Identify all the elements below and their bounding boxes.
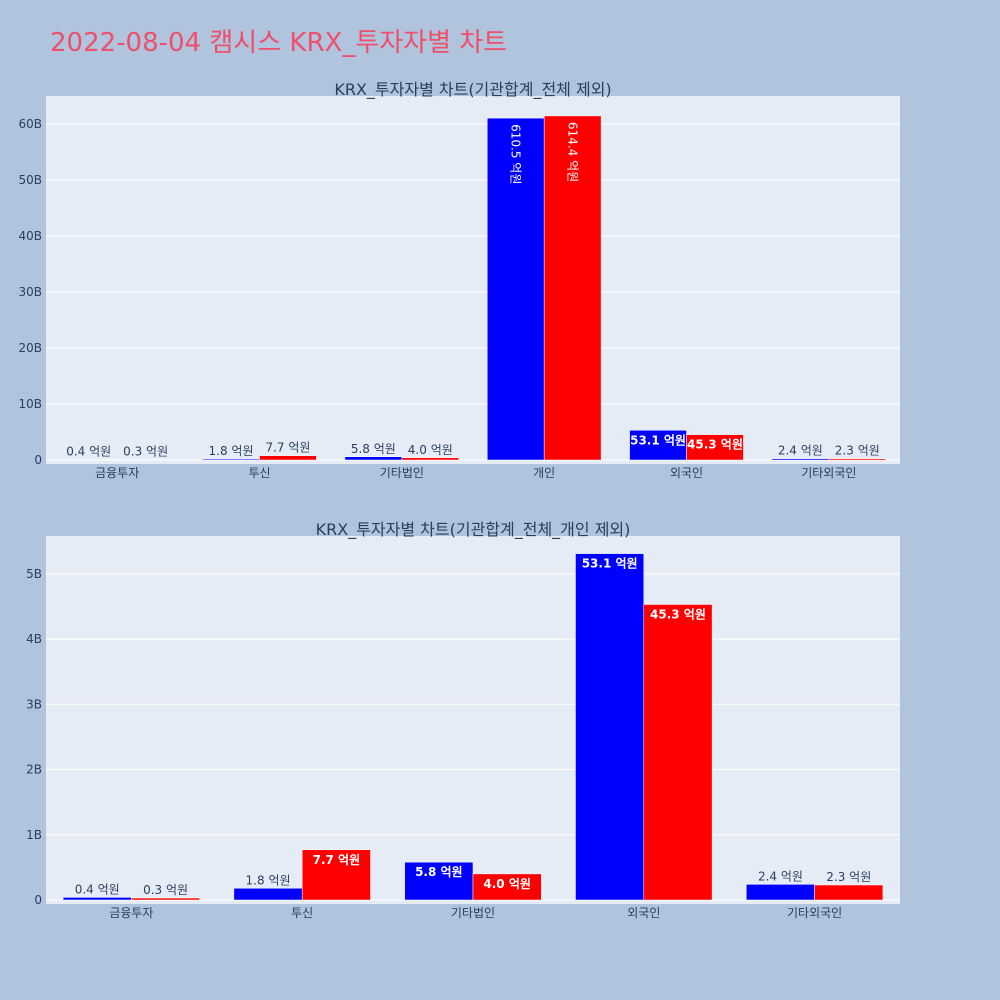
x-tick-label: 기타법인	[380, 466, 424, 480]
bar	[686, 434, 744, 461]
chart-1: 0 10B 20B 30B 40B 50B 60B KRX_투자자별 차트(기관합계_전체 제…	[18, 80, 900, 480]
y-tick-label: 30B	[18, 285, 42, 299]
data-label: 7.7 억원	[313, 853, 361, 867]
bar	[643, 604, 713, 901]
data-label: 0.3 억원	[123, 445, 168, 459]
x-tick-label: 투신	[248, 466, 270, 480]
data-label: 4.0 억원	[483, 877, 531, 891]
plot-area	[46, 536, 900, 904]
y-tick-label: 5B	[26, 567, 42, 581]
data-label: 53.1 억원	[582, 557, 638, 571]
data-label: 0.4 억원	[66, 445, 111, 459]
x-tick-label: 개인	[533, 466, 555, 480]
bar	[404, 861, 474, 901]
data-label: 0.3 억원	[143, 883, 188, 897]
bar	[59, 459, 118, 461]
y-tick-label: 40B	[18, 229, 42, 243]
y-tick-label: 4B	[26, 632, 42, 646]
bar	[233, 888, 303, 901]
bar	[301, 849, 371, 901]
data-label: 1.8 억원	[209, 444, 254, 458]
x-tick-label: 기타법인	[451, 906, 495, 920]
bar	[472, 873, 542, 901]
data-label: 45.3 억원	[650, 607, 706, 621]
y-tick-label: 0	[34, 893, 42, 907]
bar	[202, 458, 260, 461]
chart-title: KRX_투자자별 차트(기관합계_전체 제외)	[334, 80, 611, 100]
y-tick-label: 1B	[26, 828, 42, 842]
data-label: 2.3 억원	[835, 444, 880, 458]
data-label: 4.0 억원	[408, 443, 453, 457]
plot-area	[46, 96, 900, 464]
data-label: 2.3 억원	[826, 870, 871, 884]
data-label: 2.4 억원	[778, 444, 823, 458]
bar	[131, 897, 200, 901]
y-tick-label: 3B	[26, 697, 42, 711]
bar	[814, 884, 884, 901]
bar	[828, 458, 887, 461]
x-tick-label: 금융투자	[95, 466, 139, 480]
bar	[259, 455, 317, 461]
data-label: 7.7 억원	[265, 441, 310, 455]
bar	[486, 117, 545, 461]
bar	[116, 459, 175, 461]
y-tick-label: 20B	[18, 341, 42, 355]
bar	[575, 553, 645, 901]
data-label: 2.4 억원	[758, 869, 803, 883]
data-label: 0.4 억원	[75, 882, 120, 896]
x-tick-label: 기타외국인	[787, 906, 842, 920]
chart-2: 0 1B 2B 3B 4B 5B KRX_투자자별 차트(기관합계_전체_개인 제외) 금융투…	[26, 520, 900, 920]
chart-title: KRX_투자자별 차트(기관합계_전체_개인 제외)	[316, 520, 631, 540]
y-tick-label: 60B	[18, 117, 42, 131]
data-label: 610.5 억원	[509, 124, 523, 184]
data-label: 614.4 억원	[566, 122, 580, 182]
data-label: 1.8 억원	[246, 873, 291, 887]
data-label: 53.1 억원	[630, 433, 686, 447]
page-title: 2022-08-04 캠시스 KRX_투자자별 차트	[50, 28, 508, 58]
y-tick-label: 0	[34, 453, 42, 467]
x-tick-label: 외국인	[627, 906, 660, 920]
y-tick-label: 10B	[18, 397, 42, 411]
x-tick-label: 기타외국인	[801, 466, 856, 480]
bar	[629, 430, 687, 461]
data-label: 5.8 억원	[415, 865, 463, 879]
data-label: 5.8 억원	[351, 442, 396, 456]
bar	[771, 458, 830, 461]
bar	[746, 884, 815, 901]
y-tick-label: 50B	[18, 173, 42, 187]
bar	[344, 456, 403, 461]
bar	[401, 457, 460, 461]
y-tick-label: 2B	[26, 763, 42, 777]
x-tick-label: 외국인	[670, 466, 703, 480]
bar	[62, 897, 132, 901]
x-tick-label: 투신	[291, 906, 313, 920]
x-tick-label: 금융투자	[109, 906, 153, 920]
data-label: 45.3 억원	[687, 438, 743, 452]
bar	[543, 115, 602, 461]
